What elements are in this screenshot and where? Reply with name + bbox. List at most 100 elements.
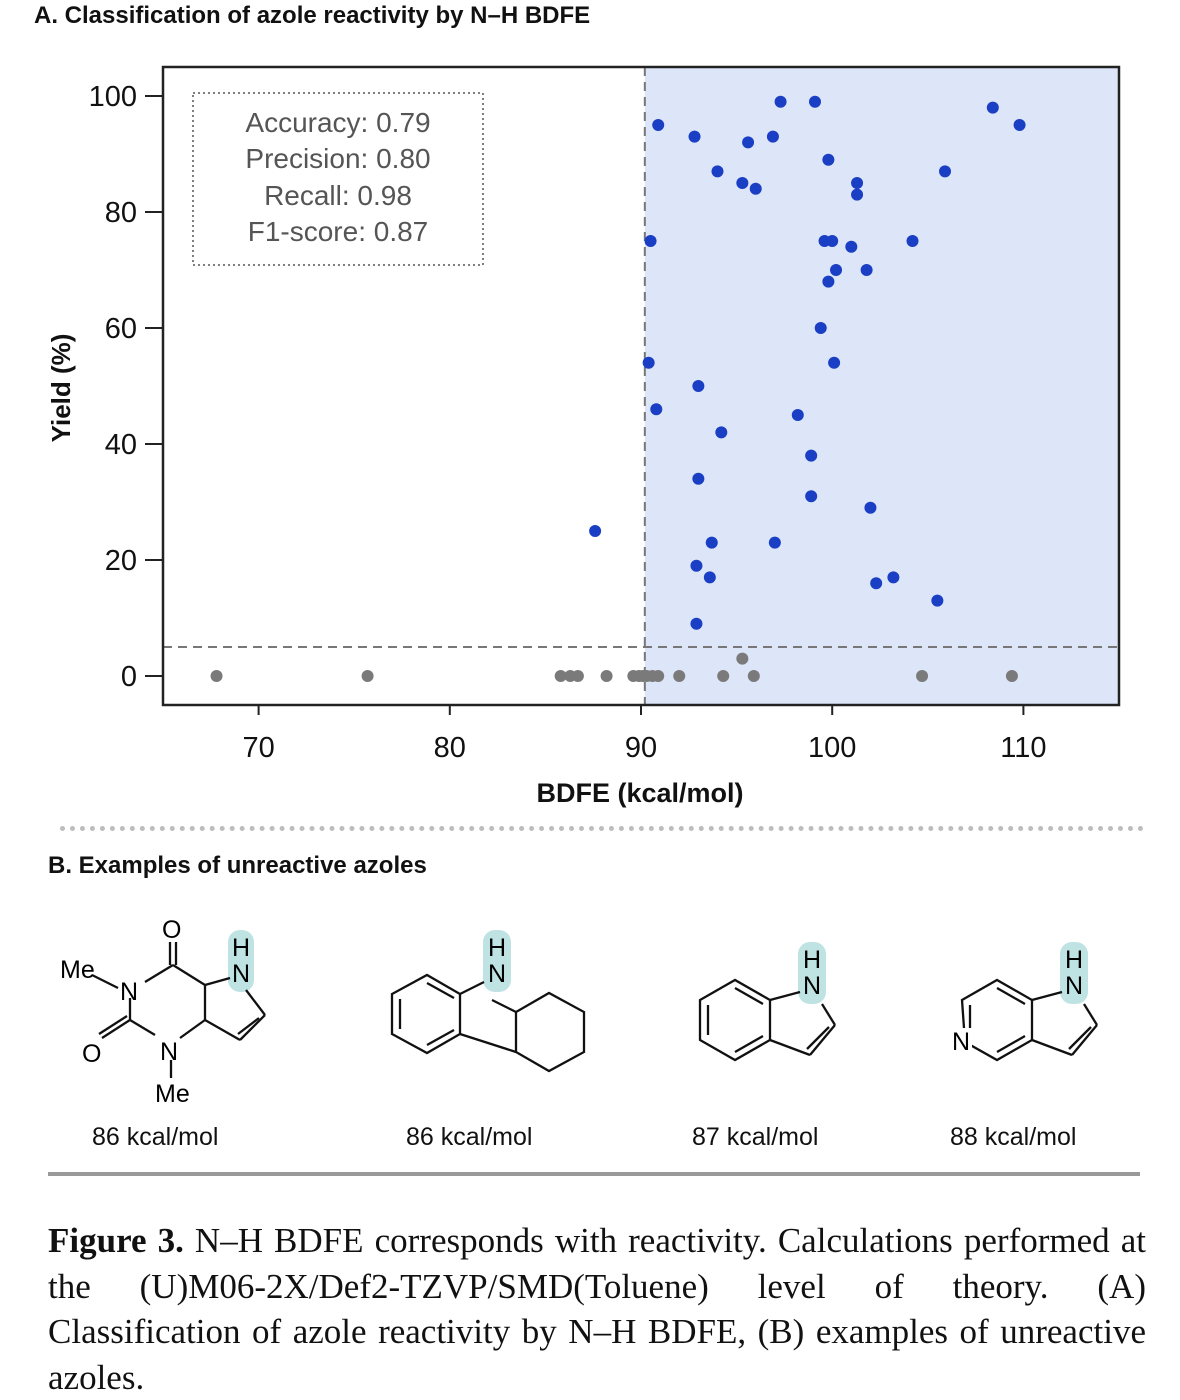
- atom-oxygen-left: O: [82, 1040, 101, 1068]
- reactive-point-8: [822, 153, 835, 166]
- metric-precision: Precision: 0.80: [245, 143, 430, 174]
- reactive-point-1: [808, 95, 821, 108]
- reactive-point-30: [805, 449, 818, 462]
- unreactive-point-14: [736, 652, 749, 665]
- section-divider-dotted: [60, 826, 1144, 831]
- unreactive-point-4: [571, 670, 584, 682]
- reactive-point-14: [851, 188, 864, 201]
- unreactive-point-15: [747, 670, 760, 682]
- atom-h: H: [488, 934, 506, 962]
- atom-oxygen-top: O: [162, 916, 181, 944]
- atom-methyl-2: Me: [155, 1080, 190, 1108]
- atom-n-methyl-1: N: [120, 978, 138, 1006]
- unreactive-point-17: [1005, 670, 1018, 682]
- y-tick-label-0: 0: [121, 661, 137, 693]
- y-tick-label-4: 80: [105, 197, 137, 229]
- reactive-point-6: [766, 130, 779, 143]
- reactive-point-23: [814, 322, 827, 334]
- reactive-point-32: [805, 490, 818, 503]
- reactive-point-13: [851, 177, 864, 189]
- y-axis-label: Yield (%): [46, 334, 76, 443]
- structure-1-bdfe: 86 kcal/mol: [92, 1123, 219, 1151]
- reactive-point-26: [692, 380, 705, 392]
- reactive-point-25: [828, 356, 841, 369]
- nh-highlight: [798, 942, 826, 1004]
- reactive-point-39: [870, 577, 883, 590]
- caption-text: N–H BDFE corresponds with reactivity. Ca…: [48, 1221, 1146, 1397]
- reactive-point-12: [749, 182, 762, 195]
- nh-highlight: [483, 930, 511, 992]
- reactive-point-15: [644, 235, 657, 247]
- caption-label: Figure 3.: [48, 1221, 184, 1260]
- reactive-point-41: [931, 594, 944, 607]
- atom-h: H: [232, 934, 250, 962]
- unreactive-point-2: [554, 670, 567, 682]
- reactive-point-20: [830, 264, 843, 276]
- atom-nh: N: [803, 972, 821, 1000]
- structure-2-bdfe: 86 kcal/mol: [406, 1123, 533, 1151]
- reactive-point-7: [742, 136, 755, 149]
- reactive-point-33: [864, 501, 877, 514]
- atom-methyl-1: Me: [60, 956, 95, 984]
- scatter-chart: 70 80 90 100 110 0 20 40 60 80 100 Accuracy: 0.79 …: [46, 65, 1121, 808]
- structure-1: O N Me O N Me H N: [60, 916, 266, 1108]
- reactive-point-36: [768, 536, 781, 549]
- structure-4-bdfe: 88 kcal/mol: [950, 1123, 1077, 1151]
- metrics-box: Accuracy: 0.79 Precision: 0.80 Recall: 0…: [192, 92, 484, 266]
- reactive-point-5: [688, 130, 701, 143]
- x-tick-label-0: 70: [242, 732, 274, 764]
- reactive-region-shading: [644, 67, 1119, 705]
- atom-n-methyl-2: N: [160, 1038, 178, 1066]
- reactive-point-37: [690, 559, 703, 572]
- reactive-point-42: [690, 617, 703, 630]
- metric-f1-score: F1-score: 0.87: [248, 216, 429, 247]
- atom-nh: N: [232, 960, 250, 988]
- reactive-point-38: [703, 571, 716, 584]
- y-tick-label-1: 20: [105, 545, 137, 577]
- atom-nh: N: [488, 960, 506, 988]
- reactive-point-4: [652, 119, 665, 131]
- reactive-point-2: [986, 101, 999, 114]
- y-tick-label-2: 40: [105, 429, 137, 461]
- panel-b-title: B. Examples of unreactive azoles: [48, 852, 427, 879]
- x-tick-label-3: 100: [808, 732, 856, 764]
- reactive-point-3: [1013, 119, 1026, 131]
- atom-ring-n: N: [952, 1028, 970, 1056]
- metric-recall: Recall: 0.98: [264, 180, 412, 211]
- reactive-point-27: [650, 403, 663, 416]
- x-tick-label-1: 80: [434, 732, 466, 764]
- structure-4: N H N: [952, 942, 1098, 1062]
- reactive-point-18: [845, 240, 858, 253]
- reactive-point-19: [906, 235, 919, 247]
- reactive-point-34: [589, 525, 602, 537]
- y-tick-label-5: 100: [89, 81, 137, 113]
- x-tick-label-4: 110: [1000, 732, 1046, 764]
- reactive-point-17: [826, 235, 839, 247]
- reactive-point-31: [692, 472, 705, 485]
- reactive-point-22: [822, 275, 835, 288]
- reactive-point-10: [939, 165, 952, 178]
- structure-3-bdfe: 87 kcal/mol: [692, 1123, 819, 1151]
- reactive-point-24: [642, 356, 655, 369]
- reactive-point-35: [705, 536, 718, 549]
- section-divider-solid: [48, 1172, 1140, 1176]
- nh-highlight: [228, 930, 254, 992]
- unreactive-point-1: [361, 670, 374, 682]
- reactive-point-29: [715, 426, 728, 439]
- metric-accuracy: Accuracy: 0.79: [245, 107, 430, 138]
- figure-caption: Figure 3. N–H BDFE corresponds with reac…: [48, 1218, 1146, 1400]
- unreactive-point-13: [717, 670, 730, 682]
- unreactive-point-0: [210, 670, 223, 682]
- reactive-point-40: [887, 571, 900, 584]
- unreactive-point-12: [673, 670, 686, 682]
- reactive-point-28: [791, 409, 804, 421]
- unreactive-point-11: [652, 670, 665, 682]
- reactive-point-21: [860, 264, 873, 276]
- reactive-point-11: [736, 177, 749, 189]
- y-tick-label-3: 60: [105, 313, 137, 345]
- panel-a-title: A. Classification of azole reactivity by…: [34, 2, 591, 29]
- reactive-point-9: [711, 165, 724, 178]
- structure-2: H N: [390, 930, 586, 1073]
- nh-highlight: [1060, 942, 1088, 1004]
- unreactive-point-5: [600, 670, 613, 682]
